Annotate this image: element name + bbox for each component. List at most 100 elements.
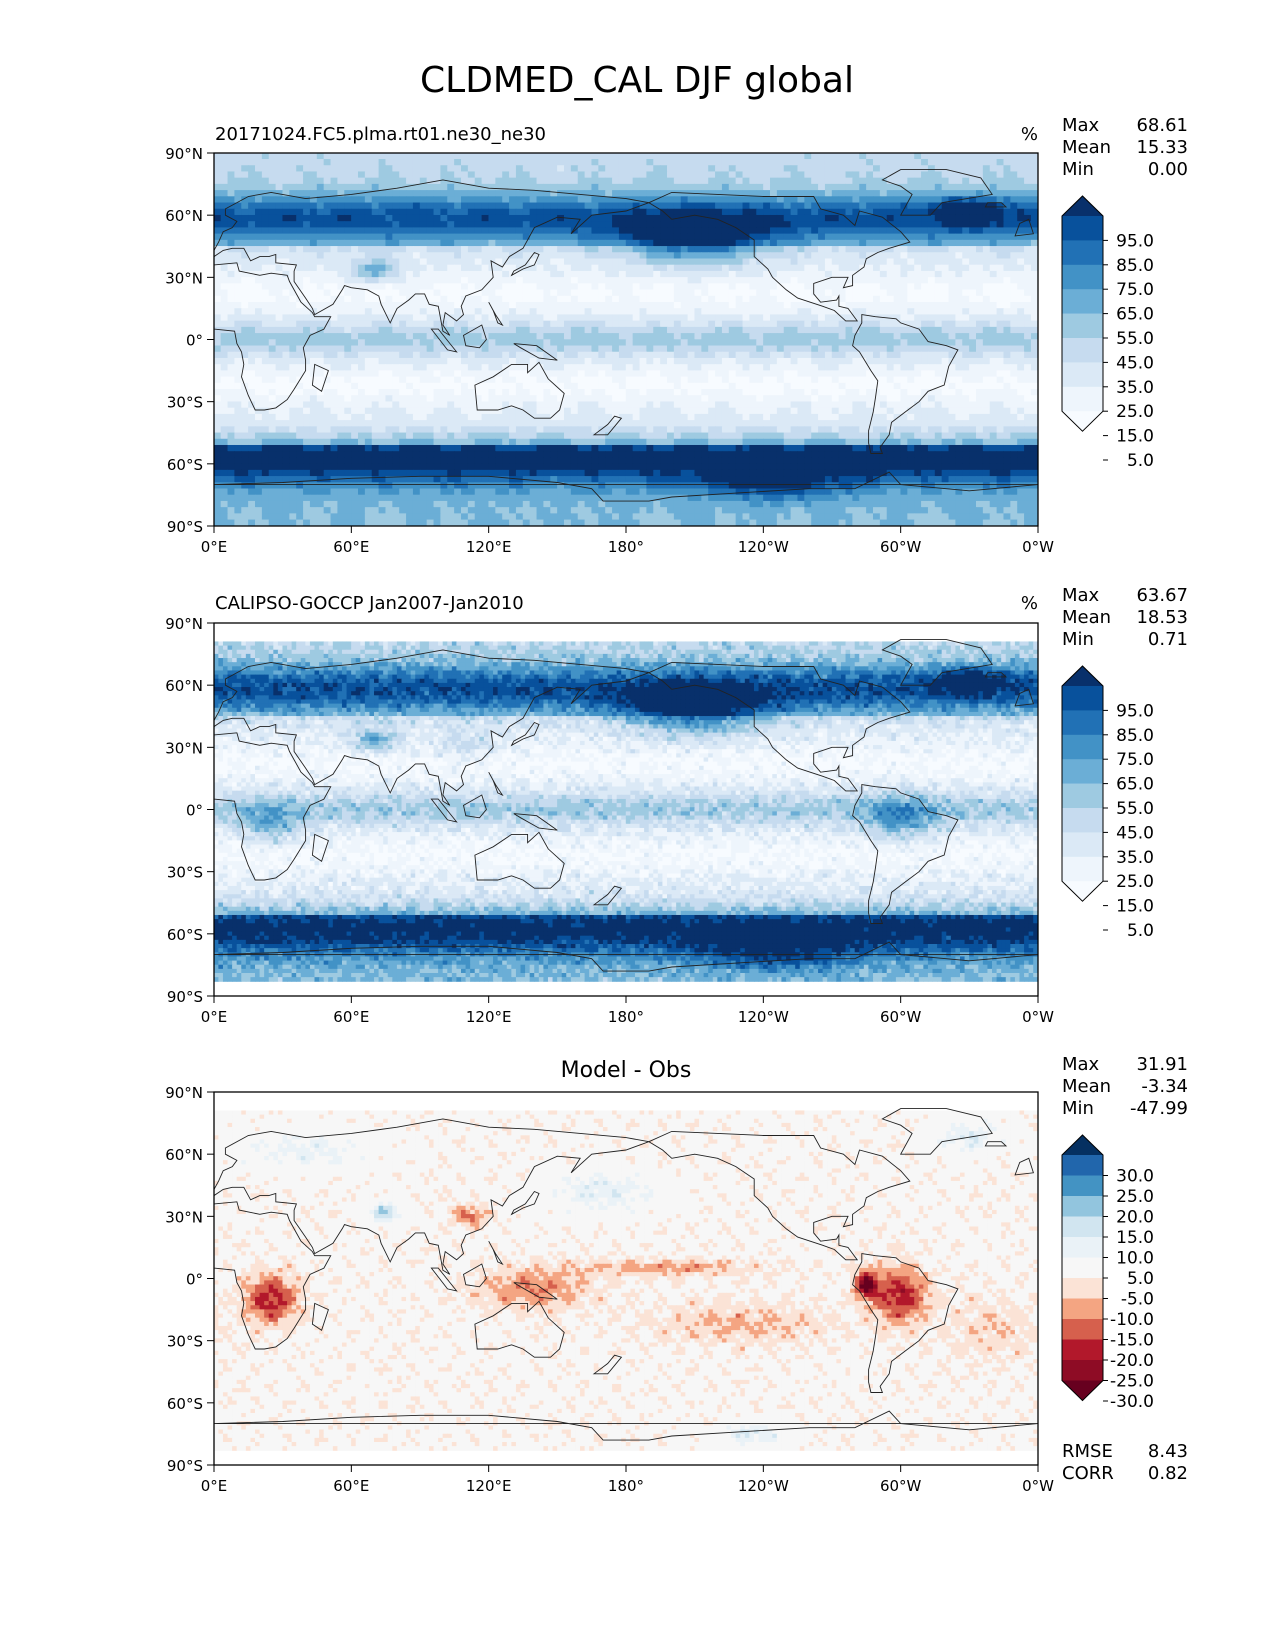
field-cell [721,190,730,197]
field-cell [378,401,386,409]
field-cell [261,208,270,216]
field-cell [859,159,867,166]
field-cell [976,159,984,166]
field-cell [831,339,840,347]
field-cell [358,345,366,353]
field-cell [653,395,661,402]
field-cell [275,407,283,415]
field-cell [371,233,380,241]
field-cell [831,395,840,402]
field-cell [289,351,297,359]
field-cell [364,357,373,365]
field-cell [982,302,991,309]
field-cell [694,401,702,409]
field-cell [728,395,737,402]
field-cell [289,239,297,247]
field-cell [426,407,435,415]
field-cell [989,351,998,359]
field-cell [694,196,702,204]
field-cell [282,227,290,235]
field-cell [467,246,476,253]
field-cell [515,407,524,415]
field-cell [515,376,524,384]
field-cell [399,264,407,272]
field-cell [406,370,414,378]
field-cell [474,351,483,359]
field-cell [591,345,599,353]
field-cell [715,289,723,297]
field-cell [467,339,476,347]
field-cell [591,376,599,384]
field-cell [948,208,956,216]
field-cell [639,202,647,210]
field-cell [330,227,338,235]
field-cell [440,183,448,191]
field-cell [831,370,840,378]
field-cell [1030,308,1038,315]
field-cell [680,264,689,272]
field-cell [790,153,798,160]
field-cell [234,345,242,353]
field-cell [268,376,277,384]
field-cell [358,333,366,340]
field-cell [838,202,847,210]
field-cell [337,389,345,396]
field-cell [529,258,538,266]
field-cell [783,214,792,222]
field-cell [454,283,462,291]
field-cell [776,196,785,204]
field-cell [303,177,311,185]
field-cell [1017,270,1025,278]
field-cell [419,364,428,371]
field-cell [584,270,592,278]
field-cell [859,351,867,359]
field-cell [406,382,414,390]
field-cell [344,270,352,278]
field-cell [474,214,483,222]
field-cell [948,171,956,179]
field-cell [255,171,263,179]
field-cell [886,364,895,371]
field-cell [694,382,702,390]
field-cell [653,345,661,353]
field-cell [495,283,503,291]
field-cell [763,351,771,359]
field-cell [673,171,682,179]
field-cell [1024,239,1032,247]
field-cell [804,277,812,284]
field-cell [996,165,1004,172]
field-cell [618,364,627,371]
field-cell [694,351,702,359]
field-cell [1024,283,1032,291]
field-cell [612,308,620,315]
field-cell [838,308,847,315]
field-cell [838,264,847,272]
field-cell [735,357,744,365]
field-cell [550,153,558,160]
field-cell [570,395,579,402]
field-cell [653,183,661,191]
field-cell [323,227,332,235]
field-cell [866,190,874,197]
field-cell [289,171,297,179]
field-cell [962,270,970,278]
field-cell [412,351,421,359]
field-cell [1030,196,1038,204]
field-cell [694,227,702,235]
field-cell [818,345,826,353]
field-cell [557,264,565,272]
field-cell [550,364,558,371]
field-cell [900,165,908,172]
field-cell [392,289,400,297]
field-cell [433,389,441,396]
field-cell [536,295,544,303]
field-cell [701,339,709,347]
field-cell [660,258,668,266]
field-cell [364,177,373,185]
field-cell [735,270,744,278]
field-cell [728,326,737,334]
field-cell [941,153,950,160]
field-cell [289,283,297,291]
field-cell [412,239,421,247]
field-cell [248,221,256,228]
